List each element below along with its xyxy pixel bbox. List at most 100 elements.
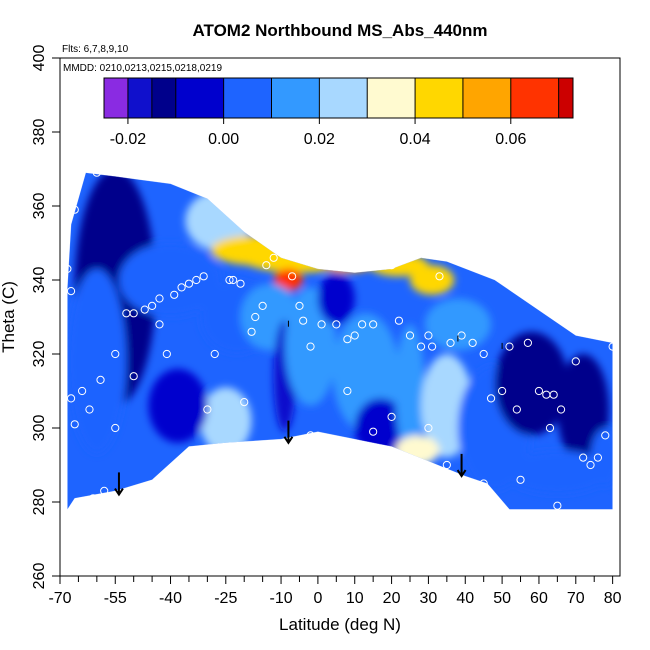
heatmap-blob <box>395 324 425 458</box>
observation-point <box>545 423 555 433</box>
y-tick-label: 300 <box>31 415 48 442</box>
observation-point <box>608 342 617 351</box>
observation-point <box>317 320 326 329</box>
colorbar-tick-label: 0.04 <box>400 131 431 148</box>
x-tick-label: 30 <box>420 590 438 607</box>
observation-point <box>394 316 404 325</box>
y-tick-label: 280 <box>31 489 48 516</box>
x-tick-label: 50 <box>493 590 511 607</box>
observation-point <box>258 301 267 310</box>
x-tick-label: -10 <box>269 590 292 607</box>
colorbar-segment <box>151 78 176 118</box>
colorbar-segment <box>175 78 224 118</box>
x-axis: -70 -55 -40 -25 -10 0 10 20 30 40 50 60 70 80 <box>48 576 622 607</box>
observation-point <box>343 335 352 344</box>
chart-title: ATOM2 Northbound MS_Abs_440nm <box>192 21 487 40</box>
heatmap-blob <box>284 287 337 406</box>
observation-point <box>70 168 79 177</box>
observation-point <box>148 301 157 310</box>
observation-point <box>498 386 507 396</box>
colorbar-segment <box>367 78 416 118</box>
observation-point <box>579 453 588 462</box>
observation-point <box>387 412 396 421</box>
observation-point <box>225 275 234 285</box>
observation-point <box>66 394 76 403</box>
colorbar <box>103 77 574 119</box>
colorbar-tick-label: -0.02 <box>110 131 147 148</box>
observation-point <box>601 431 610 440</box>
colorbar-tick-label: 0.02 <box>304 131 335 148</box>
observation-point <box>155 294 164 303</box>
colorbar-segment <box>319 78 368 118</box>
colorbar-segment <box>510 78 559 118</box>
observation-point <box>111 349 120 359</box>
down-arrow-head <box>114 488 124 497</box>
heatmap-blob <box>317 272 355 325</box>
x-tick-label: -55 <box>104 590 127 607</box>
observation-point <box>479 479 488 488</box>
colorbar-segment <box>127 78 152 118</box>
observation-point <box>306 342 315 351</box>
observation-point <box>553 501 562 510</box>
y-axis-label: Theta (C) <box>0 281 18 353</box>
cross-section-arrows <box>114 420 467 497</box>
down-arrow <box>283 420 294 445</box>
observation-point <box>111 423 120 433</box>
colorbar-tick-label: 0.00 <box>208 131 239 148</box>
colorbar-pointers <box>287 320 503 349</box>
x-tick-label: -40 <box>159 590 182 607</box>
colorbar-frame <box>103 77 574 119</box>
observation-point <box>89 494 98 503</box>
colorbar-segment <box>462 78 511 118</box>
observation-point <box>288 272 297 281</box>
observation-point <box>100 486 109 495</box>
observation-point <box>85 405 94 414</box>
colorbar-segment <box>271 78 320 118</box>
observation-point <box>129 372 138 381</box>
observation-point <box>549 390 558 399</box>
observation-point <box>369 320 378 329</box>
colorbar-segment <box>104 78 128 118</box>
heatmap-blob <box>590 428 613 488</box>
heatmap-blob <box>118 243 223 317</box>
heatmap-blob <box>200 387 252 454</box>
heatmap-blob <box>148 368 208 443</box>
heatmap-blob <box>395 435 440 466</box>
x-tick-label: 0 <box>313 590 322 607</box>
x-tick-label: 80 <box>604 590 622 607</box>
observation-point <box>332 320 341 329</box>
x-tick-label: 70 <box>567 590 585 607</box>
observation-point <box>251 312 260 322</box>
observation-point <box>358 320 367 329</box>
observation-point <box>369 427 378 436</box>
x-tick-label: 60 <box>530 590 548 607</box>
observation-point <box>523 338 532 347</box>
observation-point <box>129 309 138 318</box>
observation-point <box>424 331 433 340</box>
x-tick-label: 10 <box>346 590 364 607</box>
observation-point <box>586 460 595 470</box>
observation-point <box>350 331 359 340</box>
observation-point <box>299 316 308 325</box>
observation-point <box>534 386 544 396</box>
observation-point <box>66 287 76 296</box>
field-outline <box>67 172 613 511</box>
colorbar-tick-label: 0.06 <box>495 131 526 148</box>
observation-points <box>63 168 617 510</box>
observation-point <box>78 386 87 396</box>
colorbar-segment <box>558 78 573 118</box>
observation-point <box>192 275 201 285</box>
observation-point <box>468 338 477 347</box>
observation-point <box>155 320 164 329</box>
y-tick-label: 380 <box>31 119 48 146</box>
colorbar-segment <box>415 78 463 118</box>
observation-point <box>505 342 514 351</box>
down-arrow <box>456 453 467 478</box>
observation-point <box>210 349 219 359</box>
flights-label: Flts: 6,7,8,9,10 <box>62 44 129 55</box>
colorbar-tick-labels: -0.02 0.00 0.02 0.04 0.06 <box>110 118 526 148</box>
observation-point <box>177 283 186 292</box>
observation-point <box>199 272 208 281</box>
observation-point <box>343 386 352 396</box>
observation-point <box>405 331 415 340</box>
